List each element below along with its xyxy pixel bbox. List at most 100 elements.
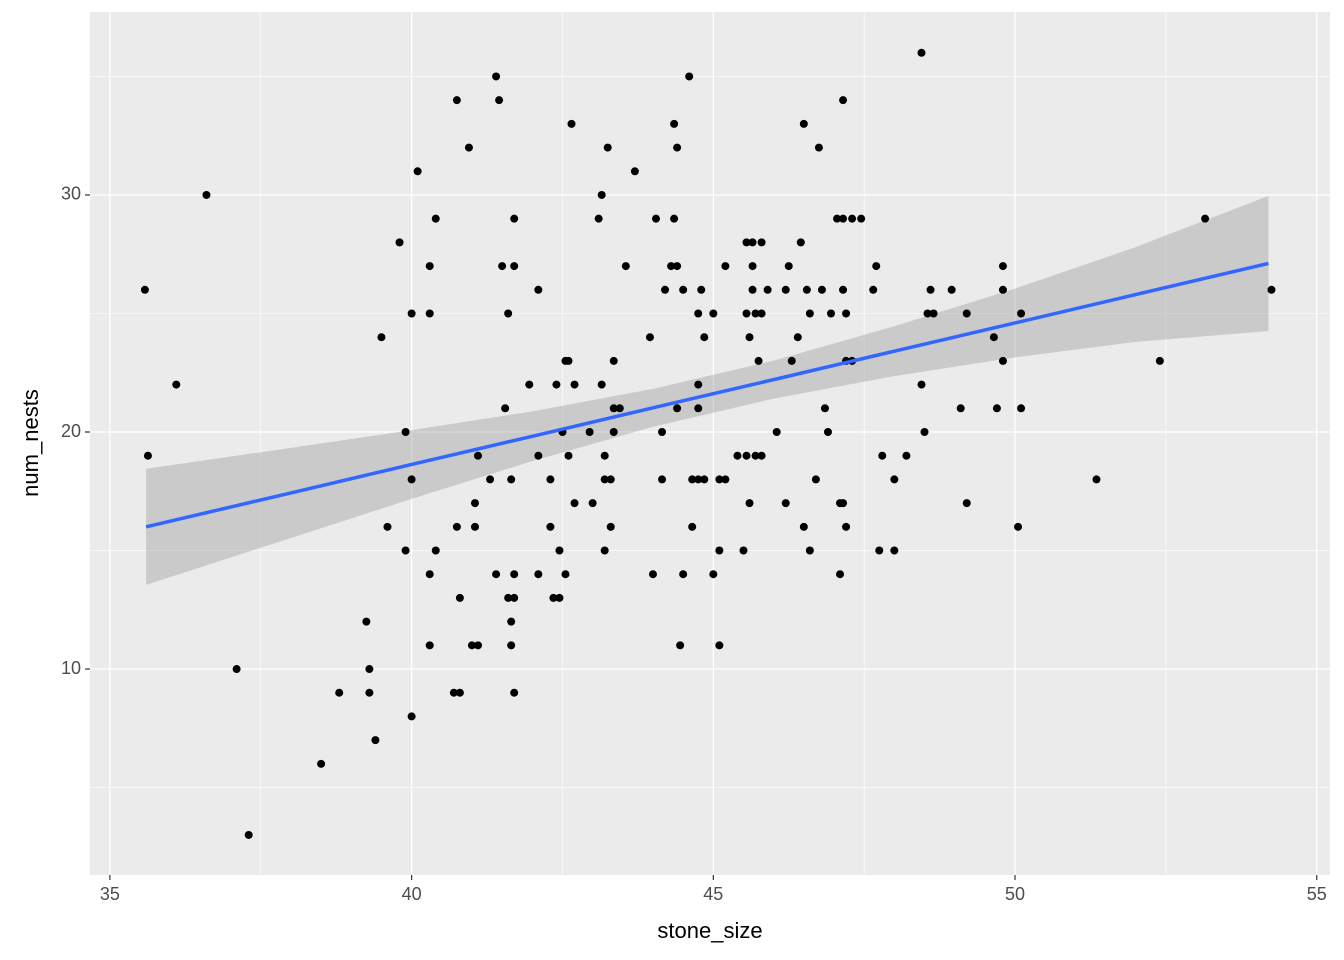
point xyxy=(470,522,479,531)
point xyxy=(552,380,561,389)
point xyxy=(962,499,971,508)
point xyxy=(549,593,558,602)
point xyxy=(872,262,881,271)
point xyxy=(606,522,615,531)
point xyxy=(377,333,386,342)
point xyxy=(992,404,1001,413)
point xyxy=(694,380,703,389)
panel xyxy=(90,12,1330,875)
point xyxy=(467,641,476,650)
point xyxy=(890,546,899,555)
point xyxy=(757,309,766,318)
point xyxy=(1267,285,1276,294)
point xyxy=(600,546,609,555)
point xyxy=(673,143,682,152)
point xyxy=(962,309,971,318)
point xyxy=(811,475,820,484)
point xyxy=(805,546,814,555)
point xyxy=(799,119,808,128)
point xyxy=(371,736,380,745)
point xyxy=(929,309,938,318)
point xyxy=(585,428,594,437)
point xyxy=(492,570,501,579)
point xyxy=(431,546,440,555)
point xyxy=(715,475,724,484)
y-tick-label: 30 xyxy=(61,184,81,204)
point xyxy=(464,143,473,152)
point xyxy=(507,641,516,650)
point xyxy=(709,570,718,579)
point xyxy=(510,262,519,271)
y-tick-label: 10 xyxy=(61,658,81,678)
point xyxy=(670,214,679,223)
point xyxy=(709,309,718,318)
point xyxy=(365,688,374,697)
point xyxy=(869,285,878,294)
point xyxy=(998,262,1007,271)
point xyxy=(802,285,811,294)
y-tick-label: 20 xyxy=(61,421,81,441)
point xyxy=(510,570,519,579)
point xyxy=(739,546,748,555)
point xyxy=(452,522,461,531)
point xyxy=(781,499,790,508)
point xyxy=(555,593,564,602)
point xyxy=(715,546,724,555)
point xyxy=(621,262,630,271)
point xyxy=(525,380,534,389)
point xyxy=(920,428,929,437)
point xyxy=(395,238,404,247)
point xyxy=(676,641,685,650)
point xyxy=(947,285,956,294)
point xyxy=(609,404,618,413)
point xyxy=(407,712,416,721)
point xyxy=(615,404,624,413)
point xyxy=(651,214,660,223)
point xyxy=(781,285,790,294)
point xyxy=(555,546,564,555)
point xyxy=(956,404,965,413)
point xyxy=(842,309,851,318)
point xyxy=(842,522,851,531)
point xyxy=(878,451,887,460)
point xyxy=(685,72,694,81)
point xyxy=(745,499,754,508)
point xyxy=(564,451,573,460)
point xyxy=(697,285,706,294)
point xyxy=(757,238,766,247)
point xyxy=(694,475,703,484)
point xyxy=(926,285,935,294)
point xyxy=(645,333,654,342)
point xyxy=(486,475,495,484)
point xyxy=(431,214,440,223)
point xyxy=(721,475,730,484)
point xyxy=(317,759,326,768)
point xyxy=(561,570,570,579)
point xyxy=(335,688,344,697)
point xyxy=(534,285,543,294)
point xyxy=(751,451,760,460)
point xyxy=(793,333,802,342)
point xyxy=(658,475,667,484)
point xyxy=(805,309,814,318)
point xyxy=(670,119,679,128)
point xyxy=(721,262,730,271)
confidence-band xyxy=(146,195,1269,585)
point xyxy=(510,593,519,602)
point xyxy=(923,309,932,318)
point xyxy=(455,688,464,697)
point xyxy=(594,214,603,223)
point xyxy=(658,428,667,437)
point xyxy=(1014,522,1023,531)
point xyxy=(748,285,757,294)
point xyxy=(748,262,757,271)
point xyxy=(751,309,760,318)
point xyxy=(492,72,501,81)
point xyxy=(917,380,926,389)
point xyxy=(567,119,576,128)
point xyxy=(890,475,899,484)
x-tick-label: 55 xyxy=(1307,884,1327,904)
point xyxy=(425,570,434,579)
point xyxy=(501,404,510,413)
